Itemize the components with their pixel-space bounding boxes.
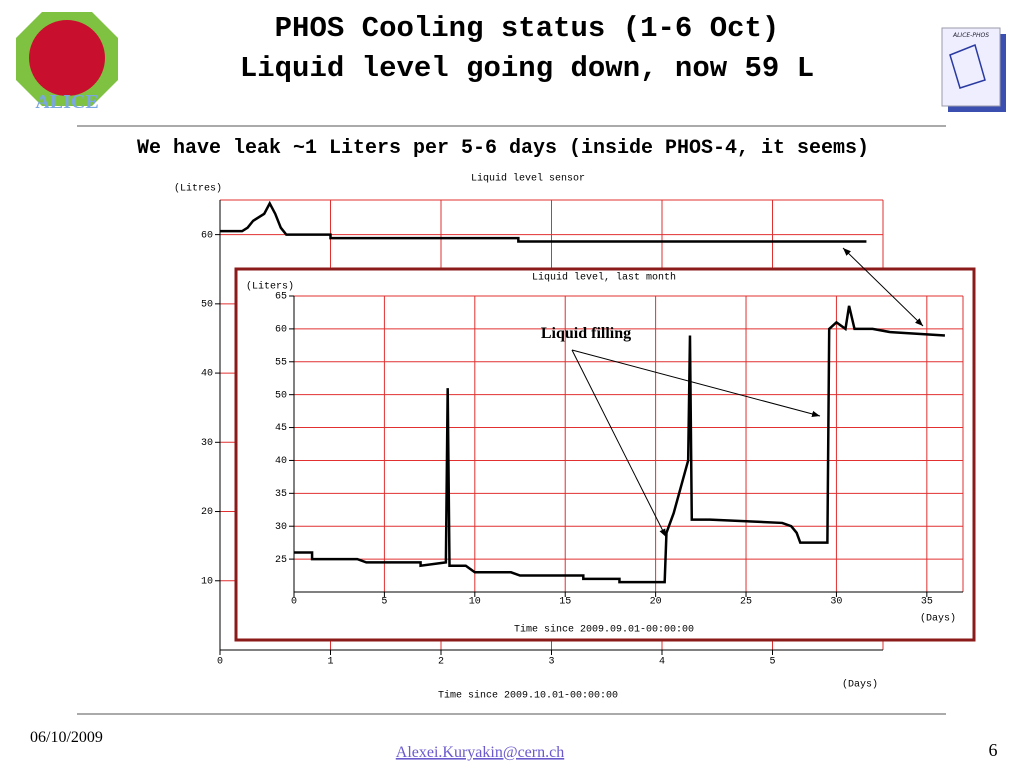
chart-title: Liquid level sensor (471, 173, 585, 185)
x-tick-label: 30 (830, 597, 842, 608)
y-tick-label: 20 (201, 507, 213, 518)
x-axis-label: Time since 2009.10.01-00:00:00 (438, 690, 618, 702)
logo-box (941, 27, 1001, 107)
x-tick-label: 5 (769, 657, 775, 668)
y-tick-label: 60 (201, 230, 213, 241)
y-tick-label: 45 (275, 423, 287, 434)
data-line (220, 200, 867, 243)
x-unit-label: (Days) (842, 679, 878, 691)
x-tick-label: 3 (548, 657, 554, 668)
y-tick-label: 10 (201, 576, 213, 587)
logo-text: ALICE (35, 91, 98, 113)
arrow (571, 349, 821, 418)
x-tick-label: 0 (291, 597, 297, 608)
title-line: Liquid level going down, now 59 L (240, 52, 814, 85)
x-tick-label: 35 (921, 597, 933, 608)
chart-title: Liquid level, last month (532, 272, 676, 284)
footer-date: 06/10/2009 (30, 729, 103, 746)
x-tick-label: 15 (559, 597, 571, 608)
logo-text: ALICE-PHOS (952, 32, 989, 39)
footer-email[interactable]: Alexei.Kuryakin@cern.ch (396, 744, 564, 761)
phos-logo: ALICE-PHOS (941, 27, 1006, 112)
inset-chart: Liquid level, last month (Liters) Time sin… (246, 272, 964, 636)
page-number: 6 (989, 740, 998, 760)
y-tick-label: 30 (275, 522, 287, 533)
y-tick-label: 60 (275, 325, 287, 336)
y-tick-label: 50 (201, 299, 213, 310)
y-tick-label: 50 (275, 390, 287, 401)
x-tick-label: 2 (438, 657, 444, 668)
x-tick-label: 20 (650, 597, 662, 608)
y-tick-label: 40 (201, 369, 213, 380)
logo-drawing (949, 43, 986, 89)
y-tick-label: 55 (275, 357, 287, 368)
x-tick-label: 1 (327, 657, 333, 668)
data-line (294, 305, 945, 584)
y-tick-label: 40 (275, 456, 287, 467)
x-axis-label: Time since 2009.09.01-00:00:00 (514, 624, 694, 636)
x-tick-label: 4 (659, 657, 665, 668)
y-tick-label: 35 (275, 489, 287, 500)
y-axis-label: (Liters) (246, 281, 294, 293)
y-tick-label: 30 (201, 438, 213, 449)
x-tick-label: 5 (381, 597, 387, 608)
annotations: Liquid filling (541, 247, 924, 538)
x-tick-label: 10 (469, 597, 481, 608)
annotation: Liquid filling (541, 325, 631, 342)
title-line: PHOS Cooling status (1-6 Oct) (275, 12, 780, 45)
x-tick-label: 25 (740, 597, 752, 608)
y-tick-label: 65 (275, 292, 287, 303)
x-unit-label: (Days) (920, 613, 956, 625)
arrow (571, 349, 667, 538)
alice-logo: ALICE (16, 12, 118, 113)
subtitle: We have leak ~1 Liters per 5-6 days (ins… (137, 137, 869, 160)
arrow (842, 247, 924, 327)
x-tick-label: 0 (217, 657, 223, 668)
logo-circle (29, 20, 105, 96)
y-tick-label: 25 (275, 555, 287, 566)
y-axis-label: (Litres) (174, 183, 222, 195)
